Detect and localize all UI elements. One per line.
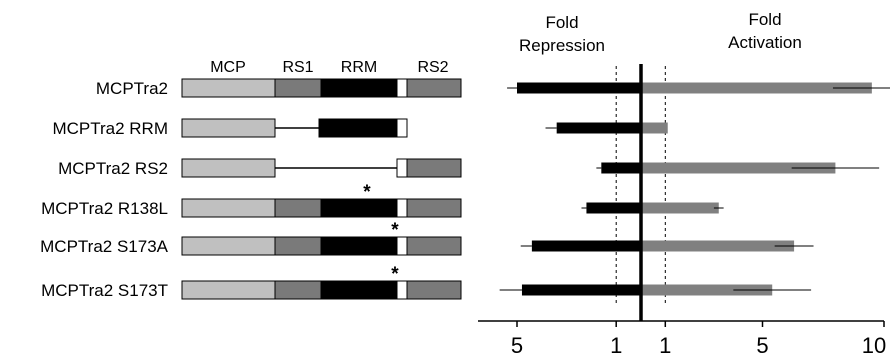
- domain-rrm-box: [320, 198, 398, 218]
- mutation-marker: *: [391, 220, 399, 241]
- domain-rs2-box: [406, 158, 462, 178]
- construct-label: MCPTra2 RS2: [58, 159, 168, 178]
- activation-bar: [641, 122, 668, 134]
- construct-label: MCPTra2: [96, 79, 168, 98]
- header-rs1: RS1: [282, 59, 313, 76]
- construct-label: MCPTra2 R138L: [41, 199, 168, 218]
- mutation-marker: *: [391, 264, 399, 285]
- bars-layer: [499, 64, 890, 321]
- domain-rrm-box: [320, 78, 398, 98]
- x-tick-label: 1: [659, 333, 671, 358]
- activation-bar: [641, 82, 872, 94]
- x-tick-label: 10: [862, 333, 886, 358]
- domain-rs2-box: [406, 198, 462, 218]
- domain-rs2-box: [406, 280, 462, 300]
- fold-change-chart: Fold Repression Fold Activation 5 1 1 5 10: [478, 10, 890, 358]
- domain-rrm-box: [320, 236, 398, 256]
- activation-bar: [641, 240, 795, 252]
- x-axis: 5 1 1 5 10: [478, 320, 886, 358]
- construct-rows: MCPTra2 MCPTra2 RRM MCPTra2 RS2 MCPTra2 R13…: [40, 78, 462, 300]
- domain-mcp-box: [181, 78, 276, 98]
- domain-rrm-box: [320, 280, 398, 300]
- domain-mcp-box: [181, 198, 276, 218]
- domain-rs1-box: [274, 236, 322, 256]
- construct-row: MCPTra2 RS2: [58, 158, 462, 178]
- activation-bar: [641, 202, 719, 214]
- activation-title-line1: Fold: [748, 10, 781, 29]
- construct-row: MCPTra2 R138L *: [41, 182, 462, 218]
- activation-bar: [641, 284, 773, 296]
- construct-row: MCPTra2 S173T *: [41, 264, 462, 300]
- domain-link-box: [396, 78, 408, 98]
- activation-title-line2: Activation: [728, 33, 802, 52]
- header-rrm: RRM: [341, 59, 377, 76]
- repression-bar: [556, 122, 641, 134]
- domain-mcp-box: [181, 236, 276, 256]
- x-tick-label: 5: [511, 333, 523, 358]
- domain-link-box: [396, 198, 408, 218]
- x-tick-label: 1: [610, 333, 622, 358]
- domain-rs1-box: [274, 280, 322, 300]
- domain-mcp-box: [181, 158, 276, 178]
- construct-row: MCPTra2: [96, 78, 462, 98]
- domain-link-box: [396, 158, 408, 178]
- repression-bar: [601, 162, 641, 174]
- construct-row: MCPTra2 RRM: [52, 118, 408, 138]
- domain-link-box: [396, 118, 408, 138]
- header-rs2: RS2: [417, 59, 448, 76]
- construct-label: MCPTra2 S173A: [40, 237, 169, 256]
- repression-bar: [586, 202, 641, 214]
- repression-bar: [521, 284, 641, 296]
- repression-title-line1: Fold: [545, 13, 578, 32]
- x-tick-label: 5: [756, 333, 768, 358]
- repression-title-line2: Repression: [519, 36, 605, 55]
- repression-bar: [531, 240, 641, 252]
- header-mcp: MCP: [210, 59, 246, 76]
- construct-row: MCPTra2 S173A *: [40, 220, 462, 256]
- domain-headers: MCP RS1 RRM RS2: [210, 59, 448, 76]
- domain-mcp-box: [181, 280, 276, 300]
- domain-rs1-box: [274, 78, 322, 98]
- domain-mcp-box: [181, 118, 276, 138]
- activation-bar: [641, 162, 836, 174]
- domain-rs1-box: [274, 198, 322, 218]
- domain-rs2-box: [406, 236, 462, 256]
- construct-label: MCPTra2 RRM: [52, 119, 168, 138]
- mutation-marker: *: [363, 182, 371, 203]
- repression-bar: [517, 82, 641, 94]
- construct-label: MCPTra2 S173T: [41, 281, 168, 300]
- domain-rrm-box: [318, 118, 398, 138]
- domain-rs2-box: [406, 78, 462, 98]
